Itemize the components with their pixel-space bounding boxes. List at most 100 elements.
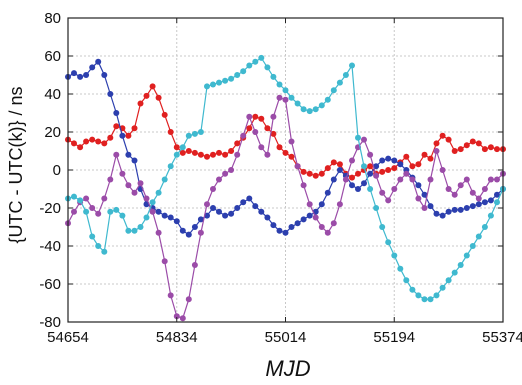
data-point xyxy=(167,214,174,221)
data-point xyxy=(276,227,283,234)
data-point xyxy=(270,130,277,137)
x-tick-labels: 54654 54834 55014 55194 55374 xyxy=(47,329,522,346)
data-point xyxy=(379,168,386,175)
data-point xyxy=(300,216,307,223)
data-point xyxy=(185,296,192,303)
data-point xyxy=(379,157,386,164)
y-tick-label: 20 xyxy=(44,124,61,141)
data-point xyxy=(155,208,162,215)
data-point xyxy=(258,208,265,215)
data-point xyxy=(481,224,488,230)
data-point xyxy=(330,220,337,227)
data-point xyxy=(264,151,271,158)
data-point xyxy=(288,94,295,101)
data-point xyxy=(149,208,156,215)
data-point xyxy=(89,205,96,211)
data-point xyxy=(185,148,192,154)
data-point xyxy=(379,224,386,230)
data-point xyxy=(131,227,138,234)
x-axis-label: MJD xyxy=(265,356,310,381)
data-point xyxy=(494,199,500,206)
y-axis-label: {UTC - UTC(k)} / ns xyxy=(6,86,26,243)
data-point xyxy=(463,205,470,211)
data-point xyxy=(89,136,96,143)
data-point xyxy=(216,79,222,86)
data-point xyxy=(197,129,204,135)
data-point xyxy=(330,159,337,166)
data-point xyxy=(143,195,150,202)
data-point xyxy=(252,113,259,120)
data-point xyxy=(83,195,90,202)
x-tick-label: 55014 xyxy=(265,329,307,346)
data-point xyxy=(77,73,84,80)
data-point xyxy=(379,189,386,196)
data-point xyxy=(300,182,307,189)
data-point xyxy=(173,144,180,151)
data-point xyxy=(385,155,392,162)
data-point xyxy=(361,163,367,170)
data-point xyxy=(457,146,464,153)
data-point xyxy=(481,186,488,192)
grid xyxy=(68,18,503,322)
data-point xyxy=(415,161,422,168)
data-point xyxy=(234,205,241,211)
data-point xyxy=(107,176,114,183)
data-point xyxy=(336,161,343,168)
data-point xyxy=(216,176,222,183)
data-point xyxy=(403,153,410,160)
data-point xyxy=(107,134,114,141)
data-point xyxy=(439,212,446,219)
data-point xyxy=(113,151,120,158)
data-point xyxy=(324,229,331,236)
data-point xyxy=(385,197,392,204)
data-point xyxy=(433,140,440,147)
data-point xyxy=(185,132,192,139)
data-point xyxy=(113,123,120,130)
data-point xyxy=(494,191,500,198)
data-point xyxy=(119,170,126,177)
data-point xyxy=(433,210,440,217)
data-point xyxy=(258,115,265,122)
data-point xyxy=(204,201,210,208)
data-point xyxy=(349,174,355,181)
data-point xyxy=(173,313,180,320)
data-point xyxy=(288,224,295,230)
data-point xyxy=(324,165,331,172)
data-point xyxy=(167,292,174,299)
data-point xyxy=(119,212,126,219)
data-point xyxy=(445,186,452,192)
data-point xyxy=(445,277,452,284)
data-point xyxy=(361,136,367,143)
data-point xyxy=(71,140,77,147)
data-point xyxy=(101,195,108,202)
data-point xyxy=(373,163,380,170)
data-point xyxy=(463,252,470,259)
data-point xyxy=(125,182,132,189)
data-point xyxy=(210,81,216,88)
y-tick-label: 40 xyxy=(44,86,61,103)
data-point xyxy=(427,176,434,183)
y-tick-label: -40 xyxy=(39,238,61,255)
data-point xyxy=(149,83,156,90)
data-point xyxy=(282,229,289,236)
data-point xyxy=(409,163,416,170)
data-point xyxy=(131,189,138,196)
data-point xyxy=(264,214,271,221)
data-point xyxy=(355,170,361,177)
data-point xyxy=(179,315,186,322)
data-point xyxy=(89,233,96,240)
data-point xyxy=(318,170,325,177)
data-point xyxy=(282,96,289,103)
data-point xyxy=(324,189,331,196)
data-point xyxy=(270,113,277,120)
data-point xyxy=(294,163,301,170)
data-point xyxy=(391,252,398,259)
data-point xyxy=(222,212,229,219)
data-point xyxy=(161,212,168,219)
data-point xyxy=(246,62,253,69)
data-point xyxy=(246,125,253,132)
series-4 xyxy=(65,54,506,303)
data-point xyxy=(494,176,500,183)
data-point xyxy=(252,58,259,65)
